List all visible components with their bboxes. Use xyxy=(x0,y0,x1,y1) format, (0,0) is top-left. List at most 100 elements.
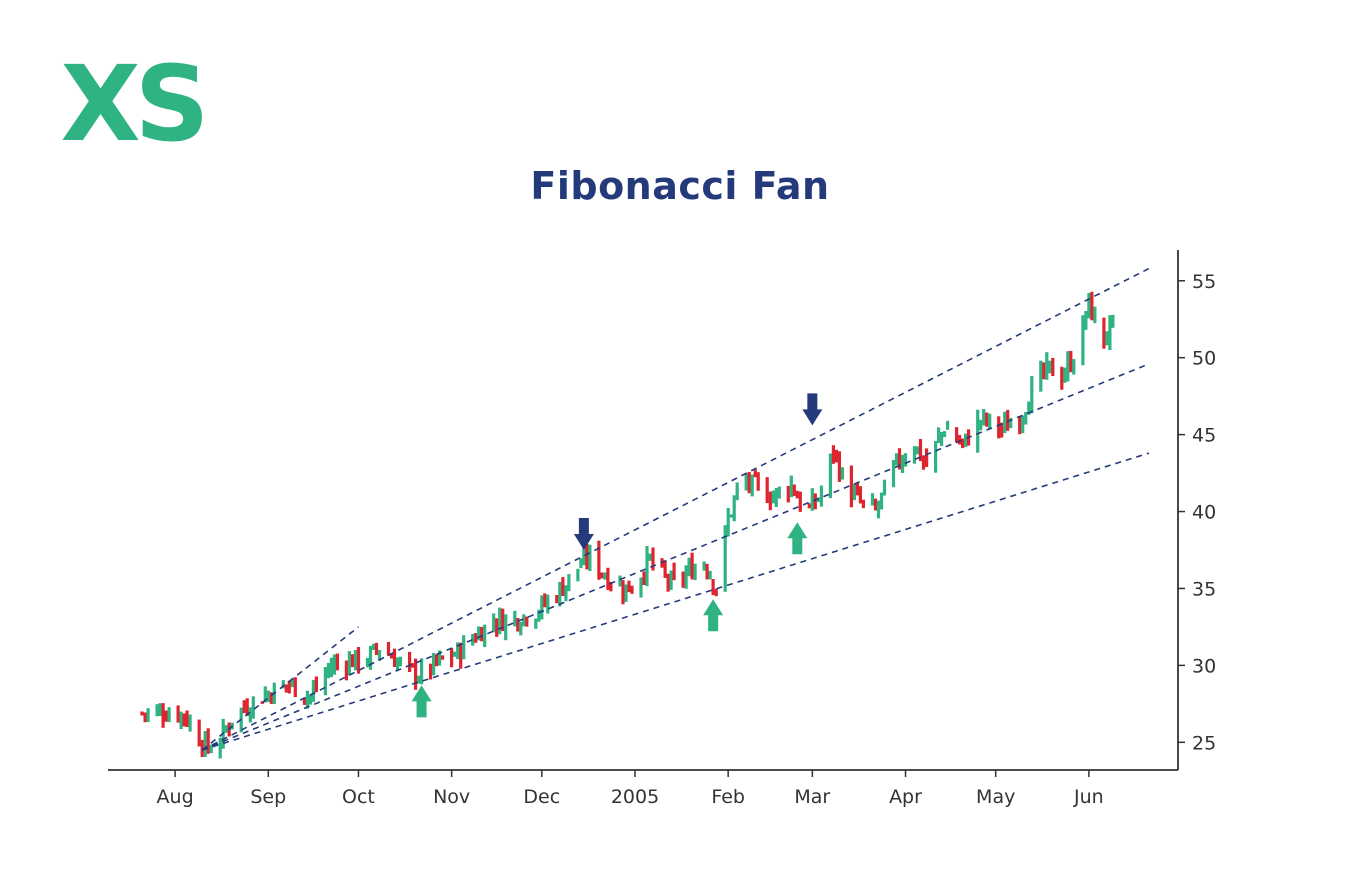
y-tick-label: 40 xyxy=(1192,502,1216,524)
price-bar-up xyxy=(648,553,652,561)
price-bar-up xyxy=(1021,415,1025,434)
price-bar-up xyxy=(618,575,622,587)
price-bar-down xyxy=(651,547,655,571)
x-tick-label: Mar xyxy=(794,786,830,808)
price-bar-up xyxy=(1084,311,1088,330)
price-bar-down xyxy=(807,503,811,509)
price-bar-up xyxy=(1111,314,1115,328)
price-bar-up xyxy=(603,572,607,580)
price-bar-down xyxy=(985,412,989,427)
x-tick-label: Dec xyxy=(523,786,560,808)
price-bar-down xyxy=(200,739,204,757)
x-tick-label: Apr xyxy=(889,786,922,808)
price-bar-down xyxy=(606,567,610,590)
price-bar-up xyxy=(513,610,517,627)
price-bar-down xyxy=(182,713,186,727)
price-bar-down xyxy=(293,677,297,698)
price-bar-up xyxy=(471,634,475,646)
price-bar-down xyxy=(242,700,246,714)
price-bar-up xyxy=(1087,292,1091,319)
price-bar-up xyxy=(456,642,460,660)
price-bar-down xyxy=(1000,422,1004,438)
price-bar-up xyxy=(579,558,583,569)
price-bar-down xyxy=(561,577,565,596)
price-bar-up xyxy=(1063,367,1067,383)
price-bar-up xyxy=(723,525,727,592)
price-bar-up xyxy=(462,635,466,660)
price-bar-up xyxy=(332,654,336,675)
price-bar-down xyxy=(621,580,625,605)
xs-logo: XS xyxy=(60,58,208,144)
price-bar-down xyxy=(997,416,1001,439)
price-bar-up xyxy=(828,453,832,499)
price-bar-down xyxy=(543,593,547,608)
price-bar-up xyxy=(852,483,856,501)
price-bar-up xyxy=(347,651,351,676)
price-bar-down xyxy=(495,618,499,637)
price-bar-down xyxy=(609,581,613,592)
price-bar-down xyxy=(597,540,601,580)
price-bar-up xyxy=(669,570,673,590)
price-bar-up xyxy=(417,675,421,684)
price-bar-up xyxy=(420,658,424,685)
price-bar-down xyxy=(714,588,718,597)
y-tick-label: 55 xyxy=(1192,271,1216,293)
price-bar-down xyxy=(897,448,902,470)
price-bar-up xyxy=(438,650,442,666)
price-bar-down xyxy=(414,658,418,690)
price-bar-up xyxy=(323,667,327,696)
price-bar-down xyxy=(197,719,201,747)
price-bar-up xyxy=(158,703,162,716)
price-bar-down xyxy=(918,439,923,462)
price-bar-up xyxy=(816,497,820,502)
price-bar-up xyxy=(305,690,309,709)
x-tick-label: Oct xyxy=(342,786,375,808)
x-tick-label: Sep xyxy=(250,786,286,808)
x-tick-label: Nov xyxy=(433,786,470,808)
price-bar-down xyxy=(408,651,412,672)
price-bar-down xyxy=(753,469,757,478)
price-bar-up xyxy=(582,542,586,566)
y-tick-label: 50 xyxy=(1192,348,1216,370)
price-bar-up xyxy=(1003,411,1007,434)
price-bar-up xyxy=(810,488,814,511)
price-bar-up xyxy=(546,594,550,614)
price-bar-down xyxy=(245,698,249,716)
price-bar-up xyxy=(1066,351,1070,382)
price-bar-down xyxy=(873,498,878,511)
price-bar-down xyxy=(143,712,147,723)
fan-lines xyxy=(201,267,1150,751)
price-bar-down xyxy=(335,653,339,671)
price-bar-up xyxy=(964,433,968,448)
price-bar-up xyxy=(155,704,159,717)
price-bar-down xyxy=(284,684,288,693)
price-bar-up xyxy=(167,707,171,723)
price-bar-up xyxy=(946,420,950,430)
support-arrow-4 xyxy=(703,599,724,632)
price-bar-up xyxy=(937,427,941,444)
price-bar-down xyxy=(798,491,802,512)
price-bar-up xyxy=(903,453,908,467)
price-bar-up xyxy=(558,581,562,607)
price-bar-down xyxy=(1102,317,1106,349)
price-bar-down xyxy=(389,653,394,659)
price-bar-down xyxy=(411,663,415,668)
price-bar-up xyxy=(1027,401,1031,415)
price-bar-up xyxy=(744,473,748,491)
price-bar-up xyxy=(371,643,376,650)
support-arrow-5 xyxy=(787,522,808,555)
price-bar-down xyxy=(516,618,520,632)
price-bar-up xyxy=(982,409,986,426)
price-bar-up xyxy=(326,662,330,679)
price-bar-up xyxy=(564,585,568,602)
fan-line-1 xyxy=(201,626,359,751)
price-bar-up xyxy=(726,508,730,537)
price-bar-down xyxy=(786,485,790,503)
price-bar-up xyxy=(522,614,526,627)
price-bar-down xyxy=(374,642,379,655)
price-bar-up xyxy=(750,474,754,497)
price-bar-down xyxy=(269,692,273,704)
price-bar-down xyxy=(600,572,604,579)
price-bar-up xyxy=(398,656,403,667)
